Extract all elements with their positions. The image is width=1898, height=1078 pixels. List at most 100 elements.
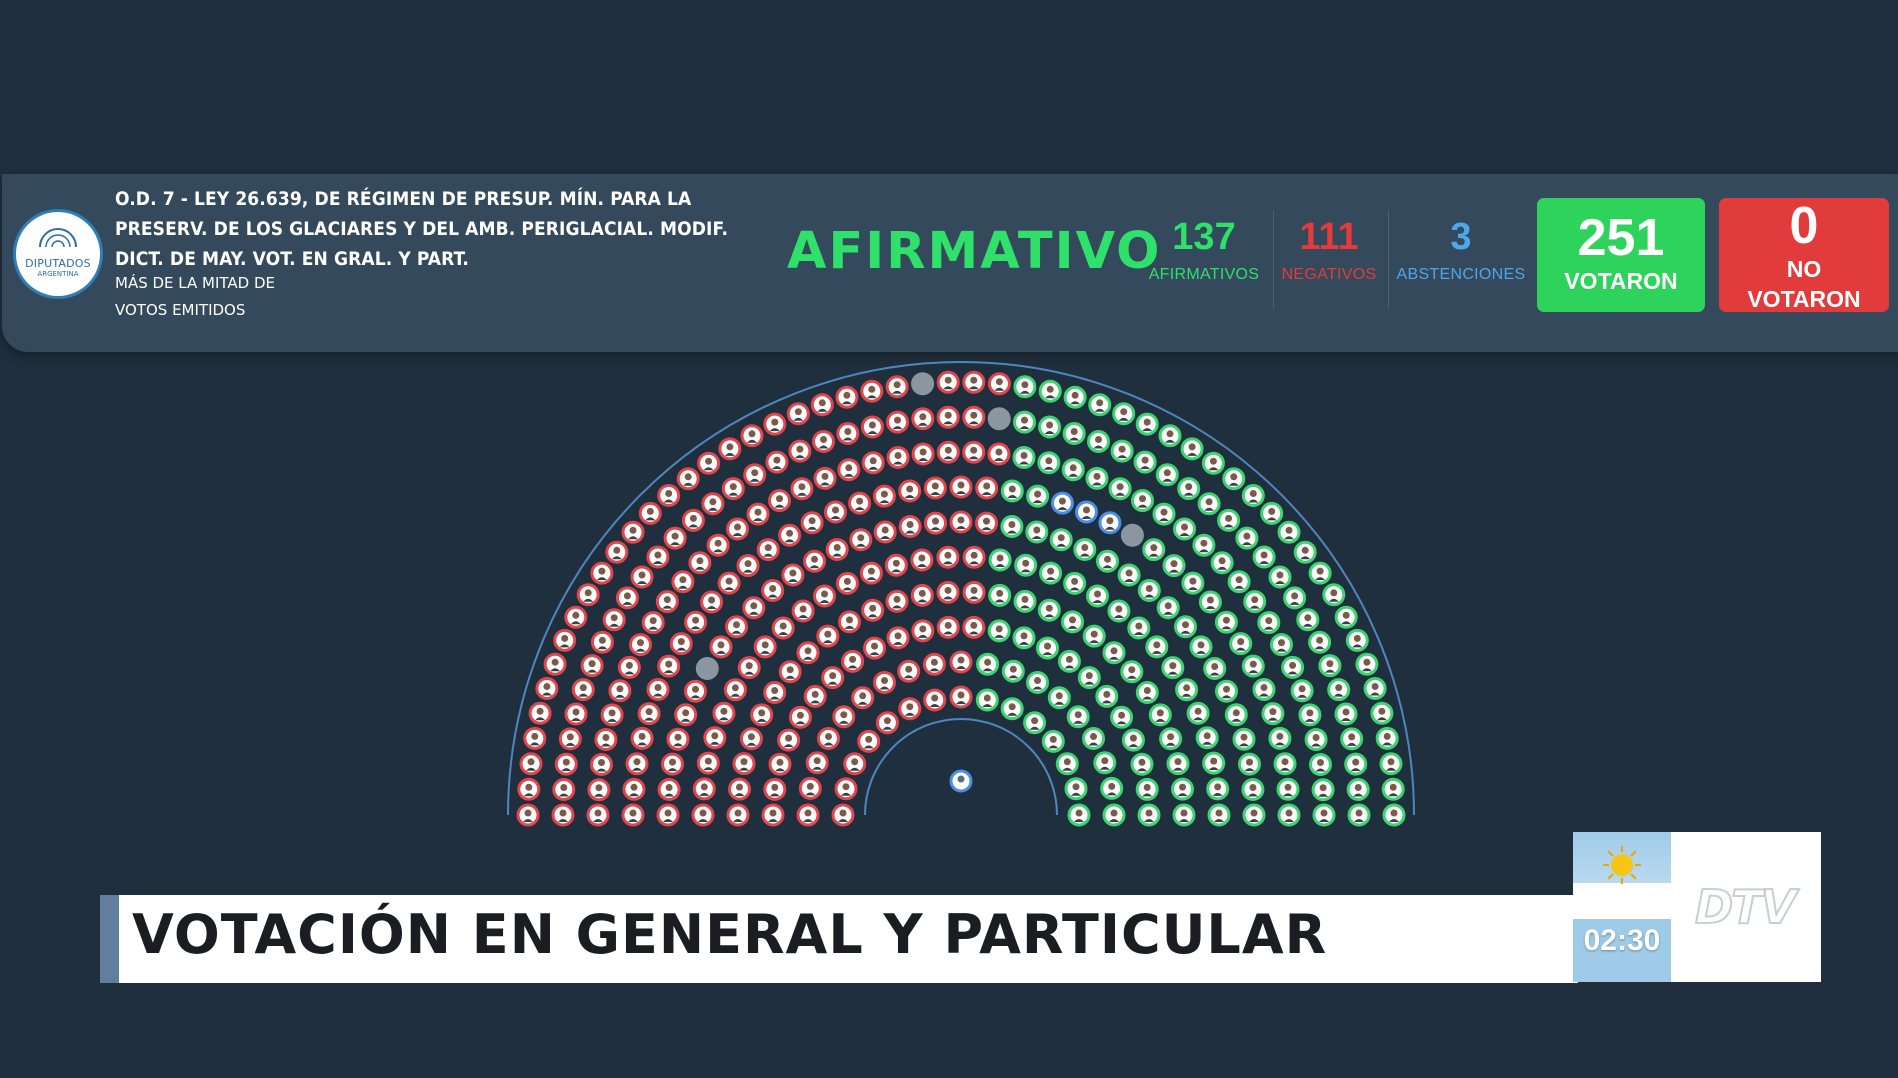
logo-text-argentina: ARGENTINA <box>37 269 79 278</box>
deputy-seat <box>1207 803 1231 827</box>
deputy-seat <box>924 511 947 535</box>
deputy-seat <box>910 548 934 572</box>
deputy-seat <box>768 489 791 513</box>
deputy-seat <box>1166 752 1190 776</box>
deputy-seat <box>838 610 861 634</box>
deputy-seat <box>553 628 577 652</box>
deputy-seat <box>1175 678 1199 702</box>
deputy-seat <box>1073 538 1097 561</box>
deputy-seat <box>1161 656 1185 680</box>
deputy-seat <box>875 711 899 735</box>
deputy-seat <box>590 630 614 654</box>
deputy-seat <box>1041 729 1065 753</box>
deputy-seat <box>1222 467 1246 491</box>
deputy-seat <box>949 510 973 534</box>
deputy-seat <box>1346 778 1370 801</box>
deputy-seat <box>696 751 720 775</box>
deputy-seat <box>796 803 820 827</box>
deputy-seat <box>739 727 763 751</box>
deputy-seat <box>1145 635 1169 659</box>
deputy-seat <box>936 405 960 429</box>
afirmativos-label: AFIRMATIVOS <box>1148 266 1260 283</box>
deputy-seat <box>1355 652 1379 676</box>
bill-title-line: DICT. DE MAY. VOT. EN GRAL. Y PART. <box>115 248 469 270</box>
deputy-seat <box>861 598 885 622</box>
deputy-seat <box>791 599 815 623</box>
deputy-seat <box>1037 451 1061 475</box>
deputy-seat <box>703 726 727 750</box>
deputy-seat <box>1127 616 1151 640</box>
deputy-seat <box>778 660 802 684</box>
deputy-seat <box>1156 596 1180 620</box>
deputy-seat <box>564 702 588 726</box>
deputy-seat <box>975 476 999 500</box>
deputy-seat <box>1238 752 1261 776</box>
deputy-seat <box>834 777 858 801</box>
deputy-seat <box>1137 803 1161 827</box>
deputy-seat <box>1189 635 1213 659</box>
deputy-seat <box>1192 533 1216 557</box>
deputy-seat <box>885 375 909 399</box>
deputy-seat <box>657 778 681 801</box>
deputy-seat <box>1082 727 1105 750</box>
chamber-seat-map <box>507 361 1415 827</box>
deputy-seat <box>848 491 872 515</box>
deputy-seat <box>1296 608 1320 632</box>
afirmativos-count: 137 <box>1172 216 1236 258</box>
deputy-seat <box>1308 630 1332 654</box>
deputy-seat <box>1038 379 1062 403</box>
deputy-seat <box>835 571 859 595</box>
deputy-seat <box>886 446 910 469</box>
channel-logo: DTV <box>1694 879 1797 935</box>
deputy-seat <box>910 583 934 607</box>
deputy-seat <box>803 549 826 573</box>
deputy-seat <box>886 626 910 650</box>
deputy-seat <box>962 615 986 639</box>
deputy-seat <box>1277 520 1301 544</box>
deputy-seat <box>1298 703 1322 727</box>
deputy-seat <box>1013 589 1037 613</box>
deputy-seat <box>884 553 908 577</box>
deputy-seat <box>1036 636 1059 660</box>
deputy-seat <box>655 590 679 614</box>
deputy-seat <box>1252 678 1276 701</box>
deputy-seat <box>1186 701 1210 725</box>
deputy-seat <box>1047 686 1071 710</box>
deputy-seat <box>812 430 835 453</box>
deputy-seat <box>1061 610 1084 634</box>
deputy-seat <box>1210 551 1234 575</box>
deputy-seat <box>617 655 641 679</box>
deputy-seat <box>911 407 935 431</box>
deputy-seat <box>777 728 801 752</box>
deputy-seat <box>1268 726 1292 750</box>
deputy-seat <box>781 563 805 587</box>
deputy-seat <box>586 803 610 827</box>
deputy-seat <box>602 608 626 632</box>
deputy-seat <box>1381 777 1405 801</box>
deputy-seat <box>587 778 611 802</box>
deputy-seat <box>1087 430 1110 453</box>
deputy-seat <box>1203 657 1227 680</box>
deputy-seat <box>1055 752 1079 776</box>
president-seat <box>949 769 973 793</box>
deputy-seat <box>1159 727 1183 751</box>
deputy-seat <box>813 584 836 608</box>
deputy-seat <box>1293 540 1317 564</box>
divider <box>1273 210 1274 308</box>
deputy-seat <box>1082 624 1106 648</box>
deputy-seat <box>1158 424 1182 448</box>
deputy-seat <box>1014 553 1038 577</box>
deputy-seat <box>1063 385 1087 409</box>
deputy-seat <box>718 437 742 461</box>
congress-dome-icon <box>39 228 77 248</box>
deputy-seat <box>1242 803 1266 827</box>
deputy-seat <box>1066 705 1090 729</box>
deputy-seat <box>615 586 639 610</box>
deputy-seat <box>558 727 582 751</box>
lower-third-banner: VOTACIÓN EN GENERAL Y PARTICULAR <box>100 895 1578 983</box>
deputy-seat <box>728 777 751 801</box>
deputy-seat <box>1318 654 1342 678</box>
deputy-seat <box>646 545 670 569</box>
deputy-seat <box>671 570 695 594</box>
deputy-seat <box>519 752 543 776</box>
